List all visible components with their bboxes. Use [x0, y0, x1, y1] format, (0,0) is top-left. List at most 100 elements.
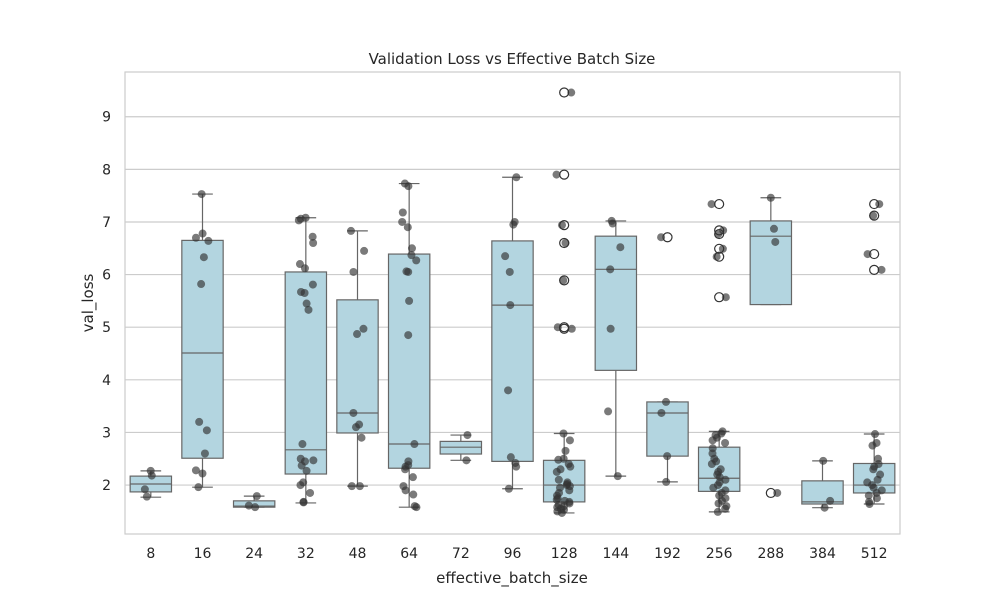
- data-point: [300, 264, 309, 273]
- data-point: [349, 408, 358, 417]
- box: [181, 239, 224, 459]
- data-point: [504, 386, 513, 395]
- x-tick-label: 32: [297, 546, 315, 562]
- box: [646, 401, 689, 457]
- data-point: [309, 456, 318, 465]
- data-point: [608, 219, 617, 228]
- data-point: [501, 252, 510, 261]
- data-point: [349, 267, 358, 276]
- y-tick-label: 7: [102, 215, 111, 231]
- box: [491, 240, 534, 462]
- x-tick-label: 256: [706, 546, 733, 562]
- data-point: [557, 508, 566, 517]
- data-point: [309, 239, 318, 248]
- x-tick-label: 64: [400, 546, 418, 562]
- data-point: [506, 301, 515, 310]
- data-point: [298, 440, 307, 449]
- y-tick-label: 9: [102, 110, 111, 126]
- x-tick-labels: 8 16 24 32 48 64 72 96 128 144 192 256 288 384 512: [146, 546, 887, 562]
- data-point: [308, 280, 317, 289]
- data-point: [869, 211, 878, 220]
- data-point: [353, 330, 362, 339]
- data-point: [462, 456, 471, 465]
- data-point: [552, 467, 561, 476]
- data-point: [721, 438, 730, 447]
- data-point: [297, 461, 306, 470]
- data-point: [359, 324, 368, 333]
- data-point: [565, 436, 574, 445]
- data-point: [412, 503, 421, 512]
- y-tick-label: 5: [102, 320, 111, 336]
- y-tick-labels: 2 3 4 5 6 7 8 9: [102, 110, 111, 494]
- data-point: [873, 475, 882, 484]
- data-point: [308, 232, 317, 241]
- data-point: [360, 246, 369, 255]
- data-point: [346, 226, 355, 235]
- data-point: [202, 426, 211, 435]
- data-point: [713, 507, 722, 516]
- data-point: [300, 289, 309, 298]
- data-point: [554, 475, 563, 484]
- data-point: [616, 243, 625, 252]
- data-point: [410, 440, 419, 449]
- data-point: [404, 331, 413, 340]
- data-point: [197, 280, 206, 289]
- box: [336, 299, 379, 434]
- strip-points: [140, 88, 886, 517]
- data-point: [708, 436, 717, 445]
- data-point: [863, 250, 872, 259]
- data-point: [244, 501, 253, 510]
- data-point: [407, 251, 416, 260]
- data-point: [707, 460, 716, 469]
- data-point: [302, 466, 311, 475]
- y-tick-label: 8: [102, 162, 111, 178]
- data-point: [407, 244, 416, 253]
- boxes: [129, 87, 896, 514]
- data-point: [709, 483, 718, 492]
- data-point: [613, 472, 622, 481]
- box: [387, 253, 431, 469]
- data-point: [606, 265, 615, 274]
- data-point: [663, 452, 672, 461]
- y-axis-label: val_loss: [79, 273, 98, 332]
- data-point: [567, 88, 576, 97]
- data-point: [198, 229, 207, 238]
- data-point: [408, 473, 417, 482]
- data-point: [195, 417, 204, 426]
- data-point: [404, 182, 413, 191]
- data-point: [401, 486, 410, 495]
- data-point: [559, 429, 568, 438]
- data-point: [302, 299, 311, 308]
- data-point: [721, 293, 730, 302]
- data-point: [872, 494, 881, 503]
- data-point: [714, 499, 723, 508]
- data-point: [200, 449, 209, 458]
- data-point: [561, 446, 570, 455]
- data-point: [409, 490, 418, 499]
- data-point: [347, 482, 356, 491]
- data-point: [351, 423, 360, 432]
- data-point: [865, 500, 874, 509]
- data-point: [191, 466, 200, 475]
- y-tick-label: 6: [102, 268, 111, 284]
- x-tick-label: 8: [146, 546, 155, 562]
- x-tick-label: 144: [602, 546, 629, 562]
- data-point: [604, 407, 613, 416]
- data-point: [721, 504, 730, 513]
- x-tick-label: 512: [861, 546, 888, 562]
- data-point: [771, 237, 780, 246]
- data-point: [819, 456, 828, 465]
- data-point: [864, 491, 873, 500]
- data-point: [355, 482, 364, 491]
- x-tick-label: 24: [245, 546, 263, 562]
- data-point: [565, 486, 574, 495]
- outlier-marker: [559, 169, 570, 180]
- data-point: [662, 477, 671, 486]
- x-tick-label: 192: [654, 546, 681, 562]
- data-point: [147, 471, 156, 480]
- data-point: [553, 323, 562, 332]
- data-point: [826, 496, 835, 505]
- data-point: [714, 230, 723, 239]
- data-point: [199, 253, 208, 262]
